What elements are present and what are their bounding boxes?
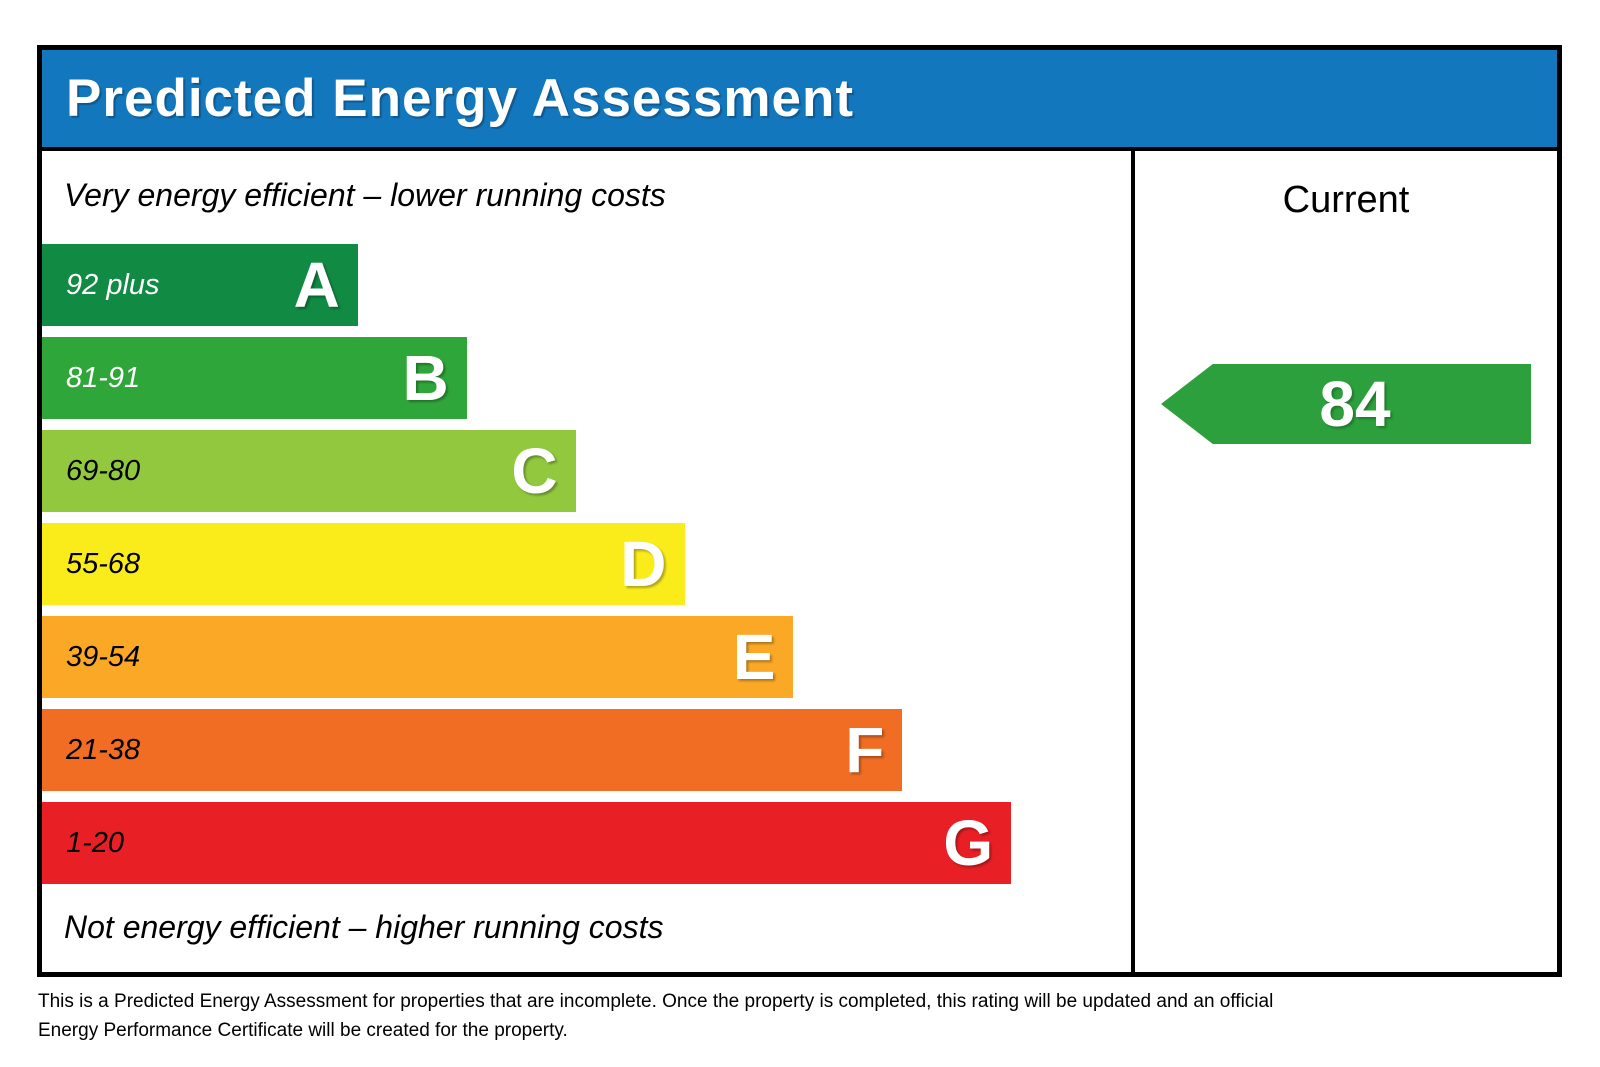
band-range-label: 69-80 bbox=[66, 454, 141, 487]
band-range-label: 81-91 bbox=[66, 361, 141, 394]
band-grade-letter: D bbox=[620, 528, 667, 600]
epc-band-d: 55-68 D bbox=[42, 523, 685, 605]
page-title: Predicted Energy Assessment bbox=[66, 69, 854, 128]
band-grade-letter: B bbox=[402, 342, 449, 414]
footnote-text: This is a Predicted Energy Assessment fo… bbox=[38, 991, 1274, 1041]
band-grade-letter: A bbox=[293, 249, 340, 321]
band-grade-letter: F bbox=[845, 714, 885, 786]
current-column-header: Current bbox=[1282, 179, 1410, 221]
bottom-caption: Not energy efficient – higher running co… bbox=[64, 909, 664, 945]
epc-band-a: 92 plus A bbox=[42, 244, 358, 326]
band-range-label: 55-68 bbox=[66, 547, 141, 580]
current-rating-panel: Current 84 bbox=[1135, 151, 1557, 972]
band-range-label: 92 plus bbox=[66, 268, 160, 301]
current-rating-value: 84 bbox=[1319, 368, 1391, 440]
efficiency-chart-panel: Very energy efficient – lower running co… bbox=[42, 151, 1135, 972]
top-caption: Very energy efficient – lower running co… bbox=[64, 177, 666, 213]
band-grade-letter: G bbox=[943, 807, 994, 879]
epc-band-f: 21-38 F bbox=[42, 709, 903, 791]
band-range-label: 21-38 bbox=[66, 733, 141, 766]
epc-band-b: 81-91 B bbox=[42, 337, 467, 419]
band-range-label: 39-54 bbox=[66, 640, 141, 673]
current-rating-arrow: 84 bbox=[1161, 364, 1531, 444]
band-range-label: 1-20 bbox=[66, 826, 125, 859]
epc-band-c: 69-80 C bbox=[42, 430, 576, 512]
band-grade-letter: E bbox=[732, 621, 776, 693]
certificate-body: Very energy efficient – lower running co… bbox=[42, 151, 1557, 972]
predicted-energy-assessment-certificate: Predicted Energy Assessment Very energy … bbox=[37, 45, 1562, 977]
band-grade-letter: C bbox=[511, 435, 558, 507]
epc-bands: 92 plus A 81-91 B 69-80 C 55-68 D 39-54 bbox=[42, 244, 1131, 895]
epc-band-g: 1-20 G bbox=[42, 802, 1012, 884]
certificate-header: Predicted Energy Assessment bbox=[42, 50, 1557, 151]
epc-band-e: 39-54 E bbox=[42, 616, 794, 698]
